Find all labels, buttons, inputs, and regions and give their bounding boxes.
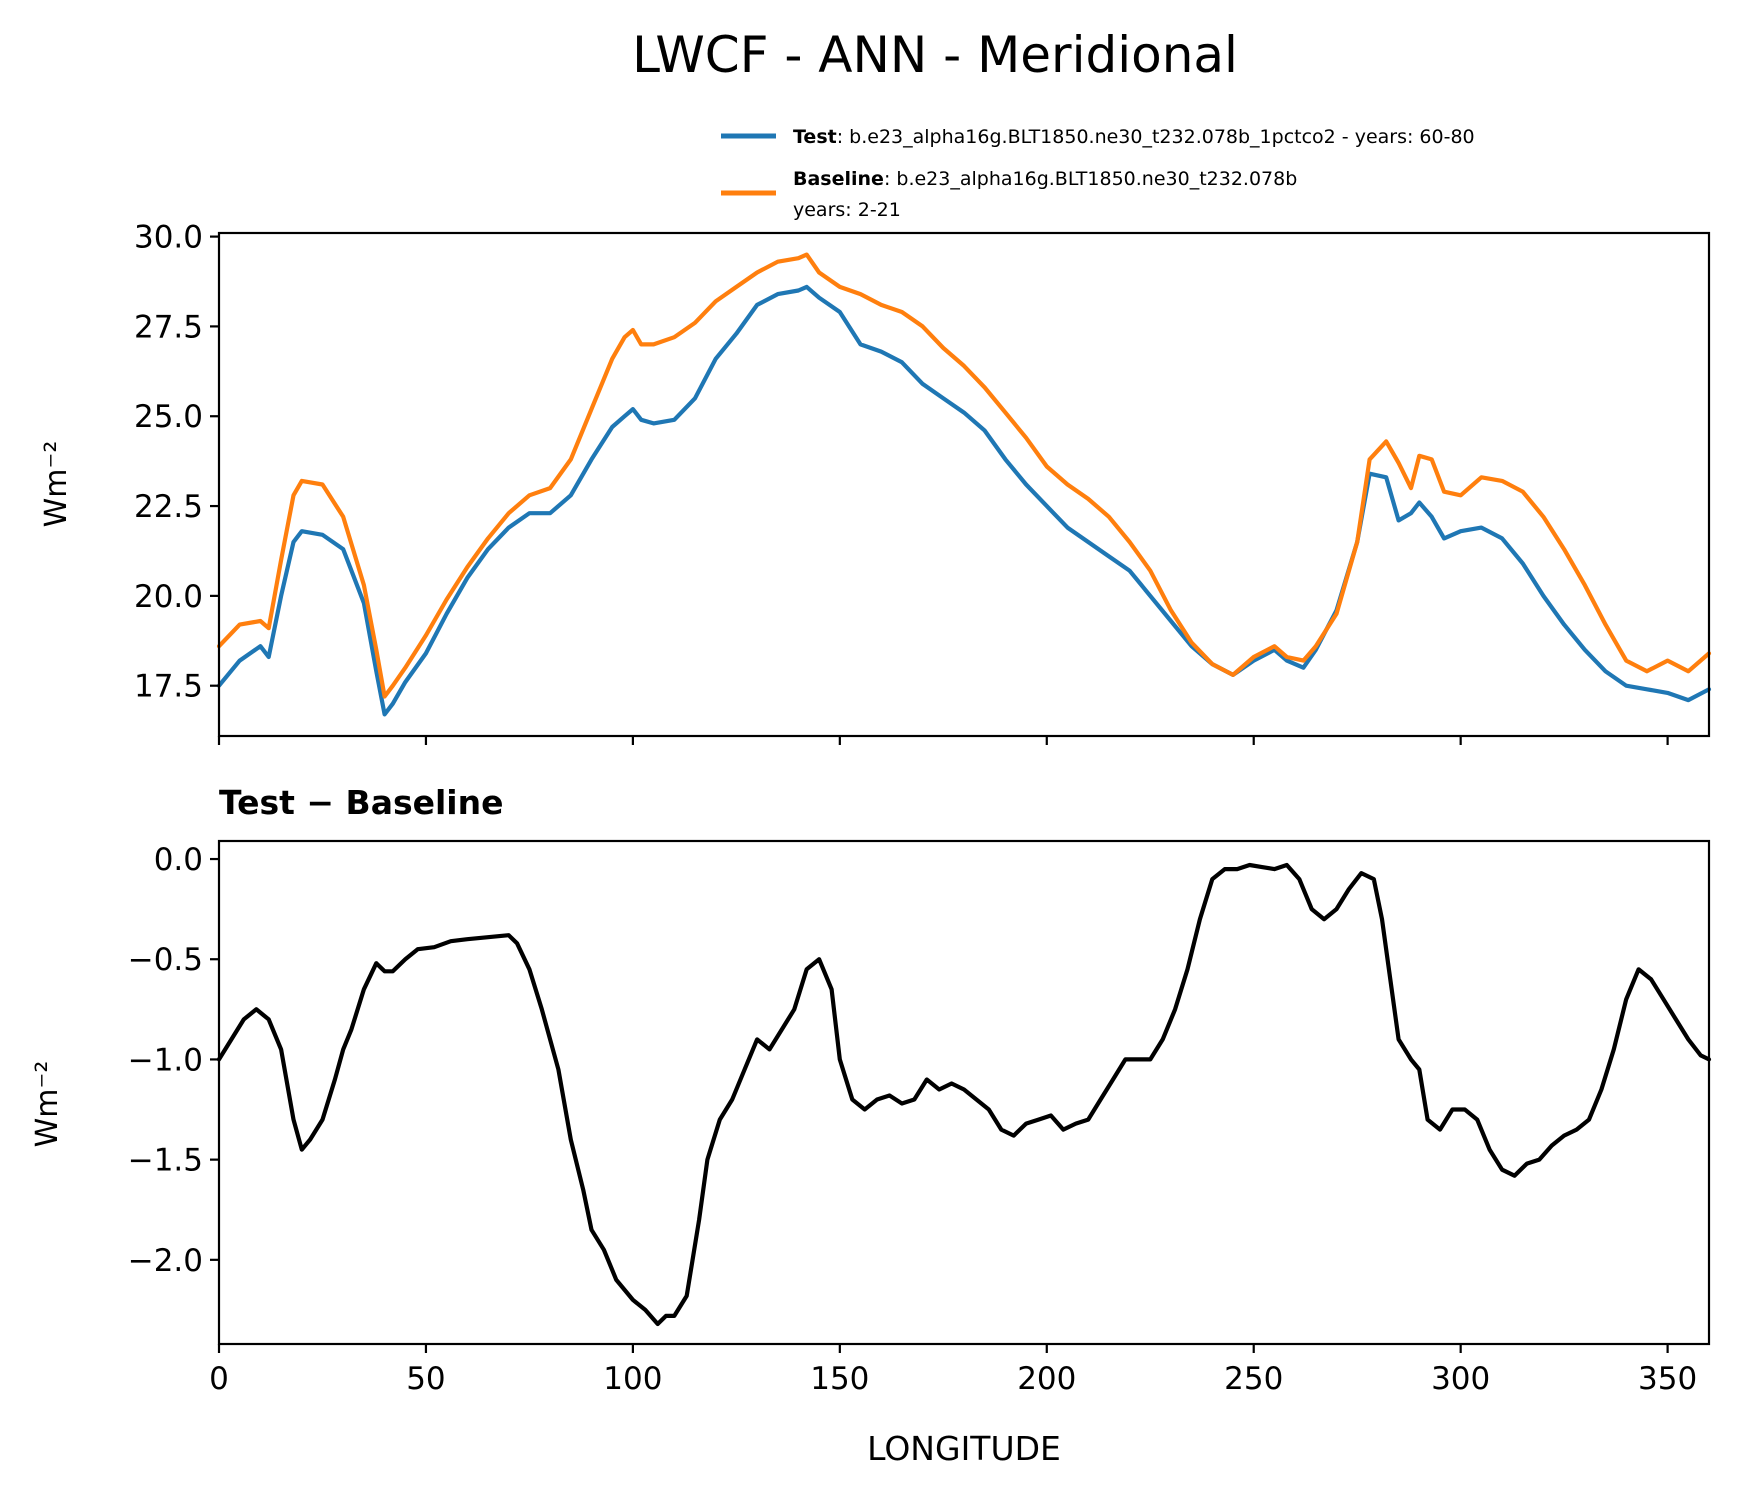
bottom-y-tick-label: −0.5	[128, 942, 203, 978]
top-y-tick-label: 17.5	[134, 669, 203, 705]
bottom-x-tick-label: 100	[603, 1361, 662, 1397]
bottom-x-tick-label: 350	[1638, 1361, 1697, 1397]
top-series-group	[216, 252, 1712, 717]
bottom-y-tick-label: −2.0	[128, 1243, 203, 1279]
legend-baseline-label: Baseline	[793, 168, 884, 190]
top-plot-frame	[217, 231, 1711, 738]
top-panel: 17.5 20.0 22.5 25.0 27.5 30.0 Wm⁻²	[39, 220, 1712, 745]
bottom-y-tick-label: 0.0	[154, 842, 203, 878]
top-ticks-group: 17.5 20.0 22.5 25.0 27.5 30.0	[134, 220, 1669, 745]
bottom-x-tick-label: 50	[406, 1361, 445, 1397]
bottom-x-tick-label: 150	[810, 1361, 869, 1397]
legend-test-label: Test	[793, 126, 837, 148]
top-y-axis-label: Wm⁻²	[39, 441, 74, 528]
top-y-tick-label: 27.5	[134, 309, 203, 345]
legend: Test: b.e23_alpha16g.BLT1850.ne30_t232.0…	[721, 126, 1475, 221]
bottom-panel: Test − Baseline 0.0 −0.5 −1.0 −1.5 −2.0 0 50 10…	[30, 783, 1712, 1468]
bottom-series-group	[216, 862, 1712, 1327]
figure-title: LWCF - ANN - Meridional	[632, 26, 1238, 84]
bottom-x-tick-label: 200	[1017, 1361, 1076, 1397]
top-y-tick-label: 22.5	[134, 489, 203, 525]
bottom-plot-frame	[217, 839, 1711, 1346]
legend-test-desc: : b.e23_alpha16g.BLT1850.ne30_t232.078b_…	[837, 126, 1475, 148]
legend-baseline-entry: Baseline: b.e23_alpha16g.BLT1850.ne30_t2…	[793, 168, 1297, 190]
bottom-panel-title: Test − Baseline	[219, 783, 504, 822]
top-y-tick-label: 30.0	[134, 220, 203, 256]
bottom-y-tick-label: −1.5	[128, 1143, 203, 1179]
top-y-tick-label: 20.0	[134, 579, 203, 615]
bottom-x-tick-label: 300	[1431, 1361, 1490, 1397]
legend-test-entry: Test: b.e23_alpha16g.BLT1850.ne30_t232.0…	[793, 126, 1475, 148]
bottom-x-tick-label: 0	[209, 1361, 229, 1397]
top-y-tick-label: 25.0	[134, 399, 203, 435]
legend-baseline-years: years: 2-21	[793, 199, 901, 221]
bottom-ticks-group: 0.0 −0.5 −1.0 −1.5 −2.0 0 50 100 150 200 250 300 350	[128, 842, 1697, 1397]
bottom-series-test-baseline-line	[216, 862, 1712, 1327]
legend-baseline-desc: : b.e23_alpha16g.BLT1850.ne30_t232.078b	[884, 168, 1297, 190]
top-series-baseline-line	[216, 252, 1712, 699]
bottom-y-axis-label: Wm⁻²	[30, 1061, 65, 1148]
x-axis-label: LONGITUDE	[867, 1429, 1061, 1468]
top-series-test-line	[216, 284, 1712, 717]
bottom-x-tick-label: 250	[1224, 1361, 1283, 1397]
bottom-y-tick-label: −1.0	[128, 1042, 203, 1078]
